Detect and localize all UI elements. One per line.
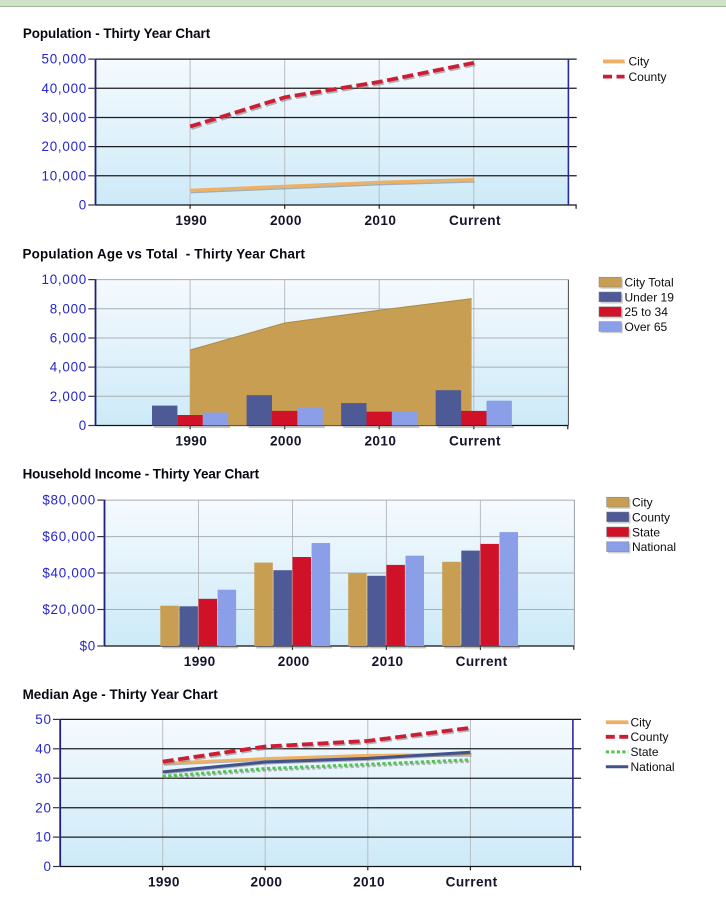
svg-text:20,000: 20,000: [42, 139, 87, 154]
svg-text:2,000: 2,000: [50, 389, 87, 404]
svg-text:2010: 2010: [364, 213, 396, 228]
svg-text:1990: 1990: [175, 434, 207, 449]
svg-text:Current: Current: [456, 654, 508, 669]
svg-text:Population Age vs Total - Thi: Population Age vs Total - Thirty Year Ch…: [23, 246, 306, 261]
svg-text:40: 40: [35, 741, 51, 756]
svg-text:20: 20: [35, 800, 51, 815]
svg-text:City: City: [629, 55, 650, 69]
svg-text:$60,000: $60,000: [42, 529, 96, 544]
svg-text:Household Income - Thirty Year: Household Income - Thirty Year Chart: [23, 466, 260, 481]
svg-text:2000: 2000: [270, 213, 302, 228]
svg-text:National: National: [632, 540, 676, 554]
svg-text:2010: 2010: [372, 654, 404, 669]
svg-text:Current: Current: [449, 213, 501, 228]
svg-text:0: 0: [79, 198, 87, 213]
svg-text:25 to 34: 25 to 34: [625, 305, 669, 319]
svg-text:State: State: [632, 525, 660, 539]
svg-text:Current: Current: [446, 875, 498, 890]
svg-text:10: 10: [35, 830, 51, 845]
svg-text:Population - Thirty Year Chart: Population - Thirty Year Chart: [23, 26, 211, 41]
svg-text:Over 65: Over 65: [625, 320, 668, 334]
svg-text:County: County: [629, 70, 667, 84]
svg-text:Median Age - Thirty Year Chart: Median Age - Thirty Year Chart: [23, 687, 219, 702]
svg-text:50,000: 50,000: [42, 52, 87, 67]
svg-text:2000: 2000: [250, 875, 282, 890]
svg-text:City Total: City Total: [625, 276, 674, 290]
svg-text:$80,000: $80,000: [42, 493, 96, 508]
svg-text:County: County: [632, 510, 670, 524]
svg-text:$40,000: $40,000: [42, 566, 96, 581]
svg-text:2010: 2010: [364, 434, 396, 449]
svg-text:2000: 2000: [270, 434, 302, 449]
svg-text:1990: 1990: [148, 875, 180, 890]
svg-text:1990: 1990: [175, 213, 207, 228]
svg-text:1990: 1990: [184, 654, 216, 669]
svg-text:40,000: 40,000: [42, 81, 87, 96]
svg-text:4,000: 4,000: [50, 360, 87, 375]
svg-text:2010: 2010: [353, 875, 385, 890]
svg-text:0: 0: [43, 859, 51, 874]
svg-text:50: 50: [35, 712, 51, 727]
svg-text:National: National: [631, 760, 675, 774]
svg-text:City: City: [632, 496, 653, 510]
svg-text:2000: 2000: [278, 654, 310, 669]
svg-text:8,000: 8,000: [50, 301, 87, 316]
svg-text:Current: Current: [449, 434, 501, 449]
svg-text:30,000: 30,000: [42, 110, 87, 125]
svg-text:Under 19: Under 19: [625, 290, 675, 304]
svg-text:City: City: [631, 715, 652, 729]
svg-text:30: 30: [35, 771, 51, 786]
svg-text:County: County: [631, 730, 669, 744]
svg-text:6,000: 6,000: [50, 331, 87, 346]
svg-text:$20,000: $20,000: [42, 602, 96, 617]
svg-text:$0: $0: [80, 639, 96, 654]
svg-text:10,000: 10,000: [42, 272, 87, 287]
svg-text:State: State: [631, 745, 659, 759]
svg-text:0: 0: [79, 418, 87, 433]
svg-text:10,000: 10,000: [42, 168, 87, 183]
